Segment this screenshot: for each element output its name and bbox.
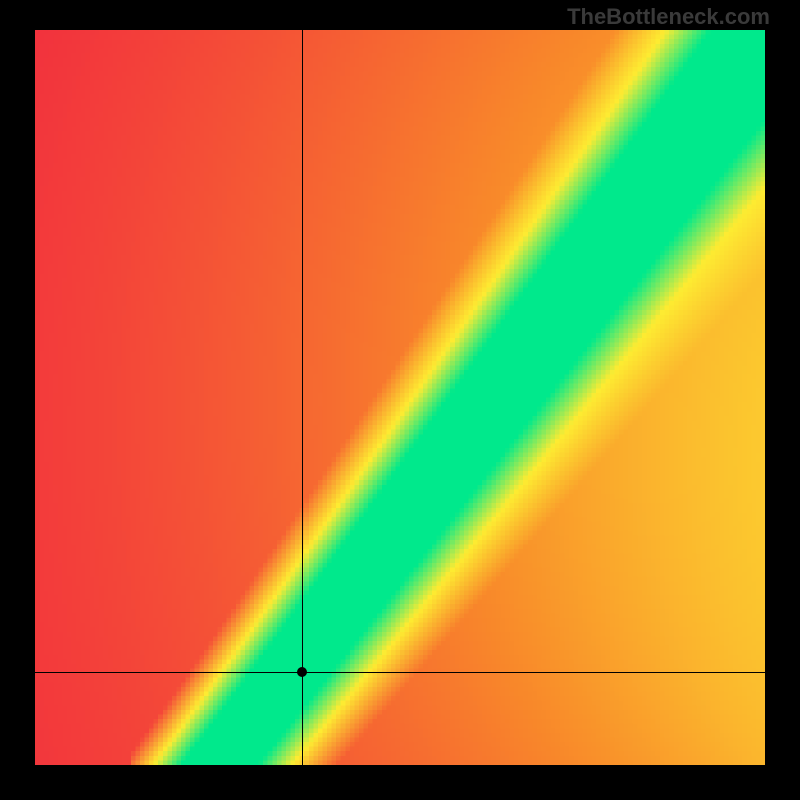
heatmap-canvas <box>35 30 765 765</box>
heatmap-plot <box>35 30 765 765</box>
crosshair-marker <box>297 667 307 677</box>
crosshair-vertical <box>302 30 303 765</box>
watermark-text: TheBottleneck.com <box>567 4 770 30</box>
crosshair-horizontal <box>35 672 765 673</box>
